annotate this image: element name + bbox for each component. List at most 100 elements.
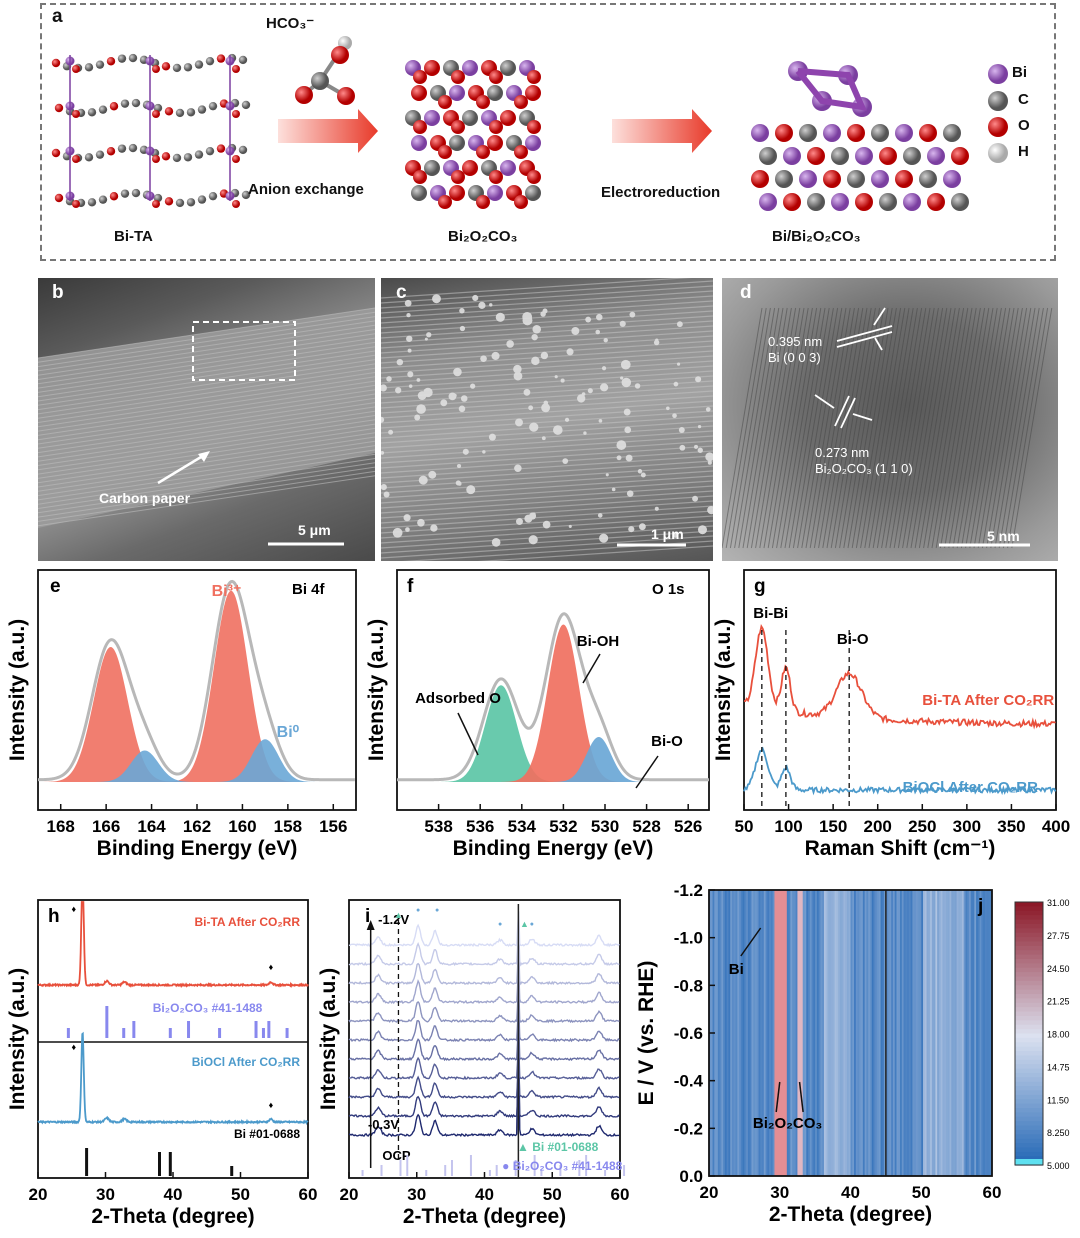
x-tick-label: 528	[632, 817, 660, 836]
heatmap-cell	[905, 890, 908, 1176]
heatmap-cell	[822, 890, 825, 1176]
colorbar-cell	[1015, 1090, 1043, 1096]
heatmap-cell	[770, 890, 774, 1176]
heatmap-cell	[792, 890, 795, 1176]
heatmap-cell	[940, 890, 943, 1176]
heatmap-cell	[869, 890, 873, 1176]
heatmap-cell	[861, 890, 864, 1176]
heatmap-cell	[730, 890, 733, 1176]
heatmap-cell	[981, 890, 984, 1176]
y-axis-label: Intensity (a.u.)	[365, 619, 388, 761]
hco3-label: HCO₃⁻	[266, 15, 315, 32]
bi-peak-marker: ♦	[71, 1042, 76, 1052]
heatmap-cell	[735, 890, 738, 1176]
colorbar-cell	[1015, 945, 1043, 951]
heatmap-cell	[799, 890, 802, 1176]
colorbar-cell	[1015, 1011, 1043, 1017]
x-tick-label: 40	[841, 1183, 860, 1202]
colorbar-cell	[1015, 1151, 1043, 1157]
heatmap-cell	[953, 890, 956, 1176]
heatmap-cell	[887, 890, 890, 1176]
heatmap-cell	[749, 890, 752, 1176]
panel-c-label: c	[396, 282, 407, 303]
colorbar-cell	[1015, 1138, 1043, 1144]
heatmap-cell	[956, 890, 959, 1176]
heatmap-cell	[816, 890, 820, 1176]
bi-o-label: Bi-O	[837, 631, 869, 648]
colorbar-cell	[1015, 1042, 1043, 1048]
heatmap-cell	[986, 890, 989, 1176]
colorbar-tick-label: 18.00	[1047, 1030, 1070, 1040]
panel-g-label: g	[754, 576, 766, 597]
ocp-label: OCP	[382, 1148, 411, 1163]
adsorbed-o-label: Adsorbed O	[415, 690, 501, 707]
x-tick-label: 156	[319, 817, 347, 836]
bi-peak-marker: ▲	[520, 919, 529, 929]
colorbar-cell	[1015, 963, 1043, 969]
annotation-arrow	[635, 755, 659, 789]
h-atom-icon	[988, 143, 1008, 163]
panel-h-label: h	[48, 906, 60, 927]
y-axis-label: Intensity (a.u.)	[6, 619, 29, 761]
x-tick-label: 30	[96, 1185, 115, 1204]
colorbar-cell	[1015, 994, 1043, 1000]
bi2o2co3-label: Bi₂O₂CO₃	[448, 228, 518, 245]
y-axis-label: Intensity (a.u.)	[317, 968, 340, 1110]
colorbar-cell	[1015, 1007, 1043, 1013]
heatmap-cell	[747, 890, 751, 1176]
heatmap-cell	[974, 890, 977, 1176]
heatmap-cell	[716, 890, 719, 1176]
heatmap-cell	[875, 890, 878, 1176]
heatmap-cell	[774, 890, 777, 1176]
series-label: Bi-TA After CO₂RR	[194, 915, 300, 929]
xrd-line	[37, 901, 309, 989]
heatmap-cell	[767, 890, 770, 1176]
heatmap-cell	[977, 890, 981, 1176]
heatmap-cell	[756, 890, 760, 1176]
series-label: Bi-TA After CO₂RR	[922, 692, 1054, 709]
heatmap-cell	[795, 890, 798, 1176]
panel-a-label: a	[52, 6, 63, 27]
x-tick-label: 60	[983, 1183, 1002, 1202]
heatmap-cell	[864, 890, 867, 1176]
x-tick-label: 50	[735, 817, 754, 836]
colorbar-cell	[1015, 950, 1043, 956]
y-tick-label: -0.2	[674, 1119, 703, 1138]
heatmap-cell	[854, 890, 857, 1176]
xrd-line	[348, 987, 620, 1024]
potential-label: -0.3V	[368, 1117, 399, 1132]
xrd-line	[348, 929, 620, 967]
heatmap-cell	[954, 890, 958, 1176]
panel-b-label: b	[52, 282, 64, 303]
heatmap-cell	[946, 890, 949, 1176]
colorbar-tick-label: 27.75	[1047, 931, 1070, 941]
chart-title: Bi 4f	[292, 581, 326, 598]
bi0-label: Bi⁰	[277, 724, 300, 741]
colorbar-cell	[1015, 1051, 1043, 1057]
annotation-arrow	[457, 712, 479, 756]
x-tick-label: 50	[543, 1185, 562, 1204]
arrow-right-icon	[278, 109, 378, 153]
heatmap-cell	[958, 890, 961, 1176]
colorbar-cell	[1015, 1024, 1043, 1030]
y-tick-label: -0.8	[674, 976, 703, 995]
schematic-panel	[40, 3, 1056, 261]
heatmap-cell	[878, 890, 882, 1176]
x-axis-label: 2-Theta (degree)	[769, 1203, 932, 1226]
bi-ta-structure	[51, 53, 251, 208]
bi-o-label: Bi-O	[651, 733, 683, 750]
schematic-illustration	[51, 36, 1008, 211]
heatmap-cell	[724, 890, 728, 1176]
colorbar-cell	[1015, 1033, 1043, 1039]
x-tick-label: 158	[274, 817, 302, 836]
carbon-paper-label: Carbon paper	[99, 490, 191, 506]
envelope-line	[397, 612, 709, 782]
heatmap-cell	[967, 890, 970, 1176]
heatmap-cell	[769, 890, 772, 1176]
panel-f-label: f	[407, 576, 414, 597]
x-tick-label: 168	[47, 817, 75, 836]
heatmap-cell	[808, 890, 811, 1176]
x-axis-label: Binding Energy (eV)	[453, 837, 654, 860]
chart-title: O 1s	[652, 581, 685, 598]
colorbar-cell	[1015, 1099, 1043, 1105]
